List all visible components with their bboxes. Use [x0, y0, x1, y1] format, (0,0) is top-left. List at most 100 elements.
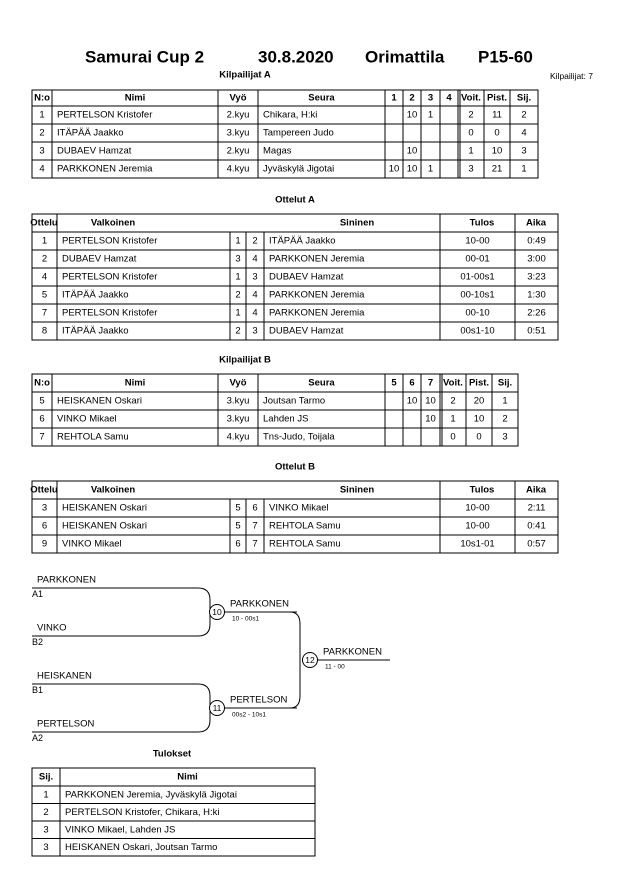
- table-cell: 3.kyu: [227, 396, 250, 407]
- table-cell: ITÄPÄÄ Jaakko: [62, 326, 129, 337]
- table-cell: 3: [521, 146, 526, 157]
- table-border: [31, 89, 539, 179]
- place: Orimattila: [365, 48, 445, 67]
- bracket-connector: [289, 611, 301, 709]
- table-cell: Chikara, H:ki: [263, 110, 317, 121]
- match-score: 11 - 00: [325, 664, 345, 671]
- table-cell: 3:00: [527, 254, 546, 265]
- table-cell: 3.kyu: [227, 414, 250, 425]
- match-score: 00s2 - 10s1: [232, 712, 266, 719]
- column-header: Sij.: [39, 772, 53, 783]
- table-cell: 1: [521, 164, 526, 175]
- table-cell: 11: [492, 110, 502, 121]
- column-header: 1: [391, 93, 397, 104]
- table-cell: 1: [450, 414, 455, 425]
- match-circle: [209, 700, 225, 716]
- match-number: 10: [212, 607, 222, 617]
- table-cell: 0: [494, 128, 499, 139]
- table-cell: 4: [521, 128, 526, 139]
- table-cell: 20: [474, 396, 485, 407]
- match-circle: [209, 604, 225, 620]
- entry-name: HEISKANEN: [37, 671, 92, 682]
- column-header: 5: [391, 378, 397, 389]
- column-header: N:o: [34, 93, 50, 104]
- table-cell: 21: [492, 164, 503, 175]
- table-cell: PERTELSON Kristofer: [62, 272, 157, 283]
- section-title: Ottelut B: [275, 462, 315, 473]
- column-header: Sininen: [340, 485, 375, 496]
- table-cell: 00-01: [465, 254, 489, 265]
- table-cell: DUBAEV Hamzat: [62, 254, 137, 265]
- column-header: Nimi: [125, 93, 146, 104]
- table-cell: PARKKONEN Jeremia: [269, 290, 365, 301]
- table-cell: 2: [235, 290, 240, 301]
- entry-seed: B1: [32, 685, 43, 695]
- table-cell: HEISKANEN Oskari: [57, 396, 142, 407]
- table-cell: 5: [235, 503, 240, 514]
- column-header: Vyö: [229, 378, 246, 389]
- table-cell: Jyväskylä Jigotai: [263, 164, 334, 175]
- table-cell: 2.kyu: [227, 146, 250, 157]
- table-cell: ITÄPÄÄ Jaakko: [57, 128, 124, 139]
- column-header: Tulos: [470, 485, 495, 496]
- table-cell: 00s1-10: [460, 326, 494, 337]
- table-cell: VINKO Mikael: [269, 503, 329, 514]
- section-title: Tulokset: [153, 749, 192, 760]
- table-cell: 1: [428, 110, 433, 121]
- match-winner: PARKKONEN: [323, 647, 382, 658]
- table-cell: 10s1-01: [460, 539, 494, 550]
- table-cell: 10: [389, 164, 400, 175]
- table-cell: 00-10: [465, 308, 489, 319]
- table-cell: Tampereen Judo: [263, 128, 334, 139]
- title: Samurai Cup 2: [85, 48, 204, 67]
- table-cell: ITÄPÄÄ Jaakko: [269, 236, 336, 247]
- table-cell: 4.kyu: [227, 164, 250, 175]
- table-cell: 1:30: [527, 290, 546, 301]
- entry-seed: A1: [32, 589, 43, 599]
- table-cell: 1: [502, 396, 507, 407]
- table-cell: 10: [425, 396, 436, 407]
- section-title: Ottelut A: [275, 195, 315, 206]
- table-cell: 0: [468, 128, 473, 139]
- date: 30.8.2020: [258, 48, 334, 67]
- column-header: 3: [428, 93, 433, 104]
- table-cell: 10-00: [465, 521, 489, 532]
- table-cell: 10: [425, 414, 436, 425]
- table-cell: Joutsan Tarmo: [263, 396, 325, 407]
- table-cell: REHTOLA Samu: [57, 432, 129, 443]
- table-cell: 6: [39, 414, 44, 425]
- table-cell: 3: [43, 824, 48, 835]
- table-cell: PARKKONEN Jeremia: [57, 164, 153, 175]
- table-cell: 7: [252, 539, 257, 550]
- table-cell: 3: [42, 503, 47, 514]
- table-cell: 6: [252, 503, 257, 514]
- table-cell: 4: [42, 272, 47, 283]
- column-header: Seura: [308, 93, 335, 104]
- table-cell: 9: [42, 539, 47, 550]
- column-header: Voit.: [461, 93, 481, 104]
- table-cell: 10: [492, 146, 503, 157]
- match-winner: PARKKONEN: [230, 599, 289, 610]
- column-header: Tulos: [470, 218, 495, 229]
- column-header: Aika: [526, 218, 547, 229]
- entry-name: VINKO: [37, 623, 67, 634]
- table-cell: HEISKANEN Oskari: [62, 521, 147, 532]
- table-cell: VINKO Mikael, Lahden JS: [65, 824, 175, 835]
- column-header: Voit.: [443, 378, 463, 389]
- column-header: N:o: [34, 378, 50, 389]
- table-cell: 10: [474, 414, 485, 425]
- table-cell: 00-10s1: [460, 290, 494, 301]
- table-cell: 2: [502, 414, 507, 425]
- table-cell: 2: [43, 807, 48, 818]
- entry-name: PARKKONEN: [37, 575, 96, 586]
- table-cell: PERTELSON Kristofer: [57, 110, 152, 121]
- table-cell: 1: [235, 236, 240, 247]
- column-header: Pist.: [487, 93, 507, 104]
- column-header: Seura: [308, 378, 335, 389]
- bracket-connector: [197, 587, 211, 637]
- table-cell: 3: [43, 842, 48, 853]
- table-cell: 4: [252, 254, 257, 265]
- table-cell: 1: [468, 146, 473, 157]
- column-header: Valkoinen: [91, 485, 136, 496]
- column-header: Aika: [526, 485, 547, 496]
